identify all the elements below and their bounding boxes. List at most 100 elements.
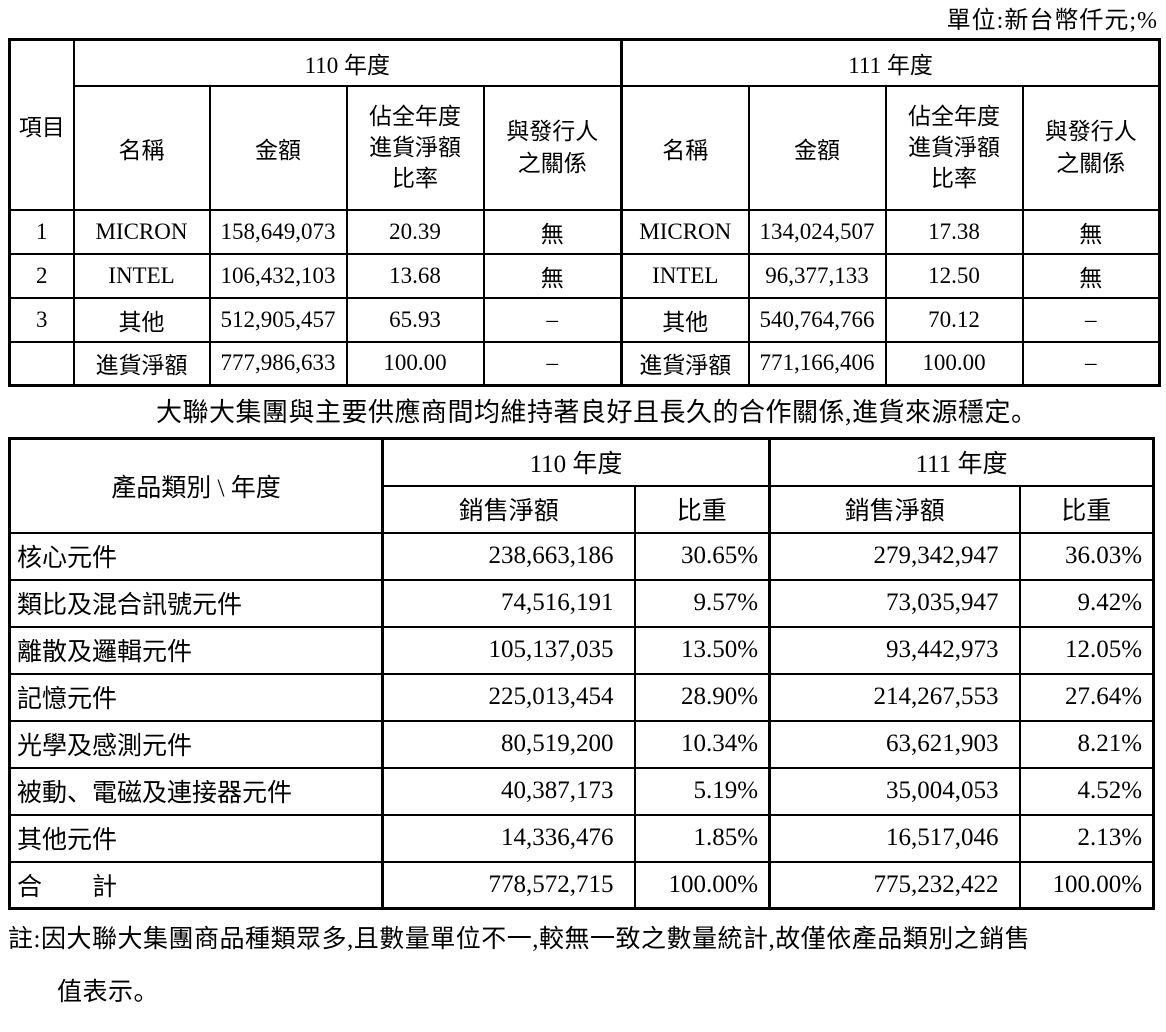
product-weight-header-110: 比重	[633, 484, 771, 534]
product-weight-111: 100.00%	[1018, 860, 1155, 910]
supplier-name-111: 進貨淨額	[620, 340, 750, 387]
product-category: 光學及感測元件	[8, 719, 384, 769]
product-weight-111: 4.52%	[1018, 766, 1155, 816]
product-sales-header-111: 銷售淨額	[768, 484, 1021, 534]
supplier-relation-110: –	[482, 340, 623, 387]
row-number	[8, 340, 75, 387]
supplier-amount-110: 512,905,457	[208, 296, 348, 343]
supplier-amount-110: 158,649,073	[208, 208, 348, 255]
product-row: 被動、電磁及連接器元件 40,387,173 5.19% 35,004,053 …	[8, 766, 1155, 816]
product-category: 核心元件	[8, 531, 384, 581]
supplier-amount-110: 777,986,633	[208, 340, 348, 387]
supplier-name-110: INTEL	[72, 252, 211, 299]
supplier-ratio-110: 13.68	[345, 252, 485, 299]
supplier-relation-110: 無	[482, 208, 623, 255]
product-sales-110: 14,336,476	[381, 813, 636, 863]
product-row: 其他元件 14,336,476 1.85% 16,517,046 2.13%	[8, 813, 1155, 863]
product-sales-111: 214,267,553	[768, 672, 1021, 722]
supplier-ratio-111: 70.12	[884, 296, 1024, 343]
supplier-relation-header-110: 與發行人 之關係	[482, 84, 623, 211]
supplier-ratio-111: 12.50	[884, 252, 1024, 299]
supplier-amount-header-110: 金額	[208, 84, 348, 211]
product-year-111-header: 111 年度	[768, 437, 1155, 487]
footnote: 註:因大聯大集團商品種類眾多,且數量單位不一,較無一致之數量統計,故僅依產品類別…	[8, 925, 1158, 1008]
product-weight-111: 12.05%	[1018, 625, 1155, 675]
supplier-ratio-header-110: 佔全年度 進貨淨額 比率	[345, 84, 485, 211]
product-sales-111: 16,517,046	[768, 813, 1021, 863]
product-sales-111: 73,035,947	[768, 578, 1021, 628]
supplier-relation-110: –	[482, 296, 623, 343]
supplier-name-110: 進貨淨額	[72, 340, 211, 387]
product-weight-111: 2.13%	[1018, 813, 1155, 863]
product-weight-110: 28.90%	[633, 672, 771, 722]
supplier-relation-111: 無	[1021, 252, 1161, 299]
supplier-ratio-110: 65.93	[345, 296, 485, 343]
row-number: 1	[8, 208, 75, 255]
supplier-amount-111: 540,764,766	[747, 296, 887, 343]
supplier-ratio-111: 17.38	[884, 208, 1024, 255]
product-sales-110: 40,387,173	[381, 766, 636, 816]
supplier-amount-111: 771,166,406	[747, 340, 887, 387]
product-total-row: 合 計 778,572,715 100.00% 775,232,422 100.…	[8, 860, 1155, 910]
supplier-amount-111: 96,377,133	[747, 252, 887, 299]
product-weight-header-111: 比重	[1018, 484, 1155, 534]
supplier-relation-110: 無	[482, 252, 623, 299]
supplier-amount-110: 106,432,103	[208, 252, 348, 299]
product-sales-110: 778,572,715	[381, 860, 636, 910]
supplier-name-111: INTEL	[620, 252, 750, 299]
product-weight-111: 36.03%	[1018, 531, 1155, 581]
footnote-text-line2: 值表示。	[57, 979, 160, 1006]
supplier-year-111-header: 111 年度	[620, 38, 1161, 87]
supplier-year-110-header: 110 年度	[72, 38, 623, 87]
supplier-ratio-110: 20.39	[345, 208, 485, 255]
product-weight-110: 100.00%	[633, 860, 771, 910]
supplier-amount-111: 134,024,507	[747, 208, 887, 255]
product-weight-111: 27.64%	[1018, 672, 1155, 722]
product-row: 記憶元件 225,013,454 28.90% 214,267,553 27.6…	[8, 672, 1155, 722]
product-sales-111: 93,442,973	[768, 625, 1021, 675]
supplier-table: 項目 110 年度 111 年度 名稱 金額 佔全年度 進貨淨額 比率 與發行人…	[8, 38, 1162, 387]
product-sales-110: 225,013,454	[381, 672, 636, 722]
supplier-relation-111: –	[1021, 296, 1161, 343]
product-weight-110: 9.57%	[633, 578, 771, 628]
footnote-prefix: 註:	[8, 926, 41, 953]
product-weight-110: 10.34%	[633, 719, 771, 769]
supplier-relation-111: 無	[1021, 208, 1161, 255]
supplier-relation-111: –	[1021, 340, 1161, 387]
product-row: 核心元件 238,663,186 30.65% 279,342,947 36.0…	[8, 531, 1155, 581]
product-sales-111: 279,342,947	[768, 531, 1021, 581]
supplier-relation-header-111: 與發行人 之關係	[1021, 84, 1161, 211]
product-year-110-header: 110 年度	[380, 437, 771, 487]
supplier-name-111: 其他	[620, 296, 750, 343]
supplier-ratio-header-111: 佔全年度 進貨淨額 比率	[884, 84, 1024, 211]
product-sales-111: 775,232,422	[768, 860, 1021, 910]
supplier-relationship-note: 大聯大集團與主要供應商間均維持著良好且長久的合作關係,進貨來源穩定。	[156, 398, 1038, 427]
supplier-name-header-111: 名稱	[620, 84, 750, 211]
footnote-text-line1: 因大聯大集團商品種類眾多,且數量單位不一,較無一致之數量統計,故僅依產品類別之銷…	[40, 926, 1031, 953]
row-number: 3	[8, 296, 75, 343]
product-weight-111: 8.21%	[1018, 719, 1155, 769]
supplier-ratio-110: 100.00	[345, 340, 485, 387]
product-weight-110: 5.19%	[633, 766, 771, 816]
product-table: 產品類別 \ 年度 110 年度 111 年度 銷售淨額 比重 銷售淨額 比重 …	[8, 437, 1156, 910]
supplier-name-110: MICRON	[72, 208, 211, 255]
product-sales-110: 80,519,200	[381, 719, 636, 769]
product-sales-110: 238,663,186	[381, 531, 636, 581]
supplier-amount-header-111: 金額	[747, 84, 887, 211]
product-category: 記憶元件	[8, 672, 384, 722]
product-weight-111: 9.42%	[1018, 578, 1155, 628]
product-weight-110: 30.65%	[633, 531, 771, 581]
product-category: 類比及混合訊號元件	[8, 578, 384, 628]
supplier-row: 2 INTEL 106,432,103 13.68 無 INTEL 96,377…	[8, 252, 1161, 299]
supplier-total-row: 進貨淨額 777,986,633 100.00 – 進貨淨額 771,166,4…	[8, 340, 1161, 387]
product-row: 光學及感測元件 80,519,200 10.34% 63,621,903 8.2…	[8, 719, 1155, 769]
unit-label: 單位:新台幣仟元;%	[946, 8, 1158, 34]
product-sales-111: 35,004,053	[768, 766, 1021, 816]
row-number: 2	[8, 252, 75, 299]
supplier-item-header: 項目	[8, 38, 75, 211]
product-category: 離散及邏輯元件	[8, 625, 384, 675]
supplier-name-111: MICRON	[620, 208, 750, 255]
supplier-row: 3 其他 512,905,457 65.93 – 其他 540,764,766 …	[8, 296, 1161, 343]
product-weight-110: 13.50%	[633, 625, 771, 675]
product-row: 類比及混合訊號元件 74,516,191 9.57% 73,035,947 9.…	[8, 578, 1155, 628]
